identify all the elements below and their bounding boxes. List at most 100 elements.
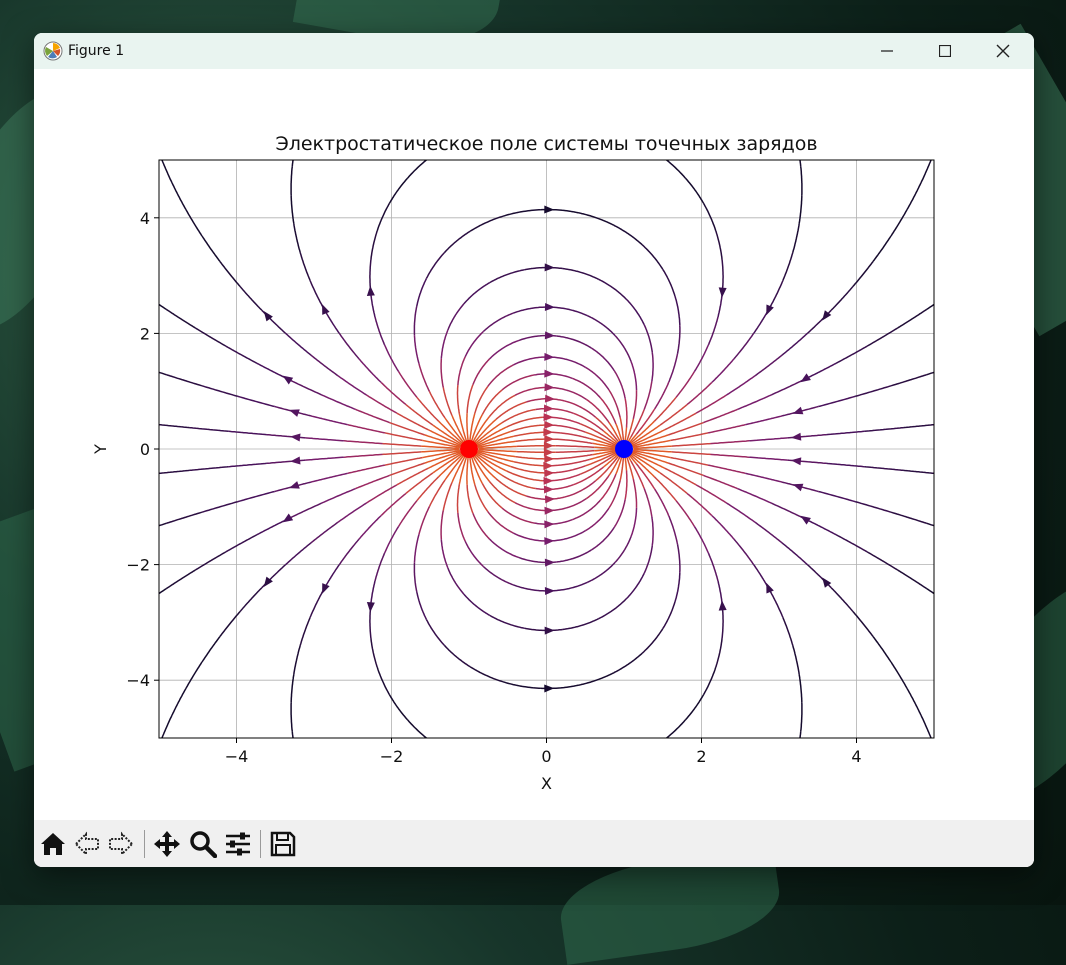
back-button[interactable] (71, 828, 103, 860)
figure-canvas[interactable]: Электростатическое поле системы точечных… (34, 69, 1034, 820)
streamline-segment (413, 562, 418, 592)
streamline-segment (418, 363, 431, 392)
pan-button[interactable] (151, 828, 183, 860)
streamline-segment (422, 439, 461, 449)
streamline-segment (578, 212, 615, 226)
streamline-segment (471, 416, 490, 443)
streamline-segment (237, 395, 275, 408)
streamline-segment (686, 381, 713, 406)
streamline-segment (906, 182, 922, 211)
streamline-segment (864, 465, 904, 472)
streamline-segment (428, 429, 462, 447)
stream-arrow (792, 483, 804, 492)
streamline-segment (551, 386, 587, 401)
streamline-segment (798, 673, 803, 703)
streamline-segment (608, 453, 622, 476)
streamline-segment (432, 742, 453, 756)
streamline-segment (654, 381, 670, 410)
streamline-segment (562, 267, 599, 280)
streamline-segment (451, 415, 467, 443)
streamline-segment (633, 448, 672, 453)
streamline-segment (424, 434, 461, 448)
streamline-segment (585, 431, 619, 447)
home-icon (41, 833, 65, 855)
streamline-segment (135, 474, 152, 476)
streamline-segment (396, 467, 429, 486)
streamline-segment (469, 666, 504, 683)
streamline-segment (474, 422, 503, 445)
streamline-segment (389, 421, 426, 436)
streamline-segment (512, 532, 550, 542)
streamline-segment (632, 439, 671, 449)
streamline-segment (495, 478, 527, 497)
title-bar[interactable]: Figure 1 (34, 33, 1034, 69)
stream-arrow (282, 513, 294, 523)
streamline-segment (421, 448, 460, 453)
positive-charge-marker (460, 440, 478, 458)
streamline-segment (534, 373, 573, 380)
streamline-segment (665, 719, 686, 738)
streamline-segment (792, 645, 800, 675)
streamline-segment (592, 442, 618, 449)
streamline-segment (293, 645, 301, 675)
streamline-segment (376, 203, 390, 232)
stream-arrow (544, 420, 555, 429)
streamline-segment (556, 335, 592, 349)
streamline-segment (451, 455, 467, 483)
streamline-segment (398, 500, 418, 527)
stream-arrow (544, 302, 555, 311)
close-button[interactable] (974, 33, 1032, 69)
streamline-segment (624, 398, 628, 428)
y-tick-label: 4 (140, 209, 150, 228)
streamline-segment (389, 462, 426, 477)
streamline-segment (343, 440, 383, 445)
streamline-segment (866, 327, 898, 347)
streamline-segment (475, 452, 508, 472)
streamline-segment (619, 417, 625, 445)
streamline-segment (608, 480, 621, 509)
streamline-segment (201, 500, 239, 513)
streamline-segment (548, 424, 586, 433)
streamline-segment (653, 476, 677, 502)
streamline-segment (355, 408, 390, 424)
save-button[interactable] (267, 828, 299, 860)
streamline-segment (501, 474, 536, 490)
zoom-button[interactable] (187, 828, 219, 860)
streamline-segment (466, 413, 470, 443)
maximize-button[interactable] (916, 33, 974, 69)
streamline-segment (380, 381, 407, 406)
forward-button[interactable] (105, 828, 137, 860)
streamline-segment (159, 371, 167, 376)
streamline-segment (674, 296, 681, 326)
streamline-segment (671, 451, 711, 456)
streamline-segment (374, 552, 386, 582)
streamline-segment (872, 235, 892, 263)
streamline-segment (585, 507, 610, 532)
streamline-segment (512, 306, 551, 314)
streamline-segment (225, 534, 258, 553)
streamline-segment (442, 482, 453, 511)
home-button[interactable] (37, 828, 69, 860)
streamline-segment (159, 522, 167, 527)
streamline-segment (476, 430, 512, 447)
streamline-segment (478, 445, 517, 450)
streamline-segment (630, 424, 661, 446)
streamline-segment (534, 518, 573, 525)
streamline-segment (835, 534, 868, 553)
minimize-button[interactable] (858, 33, 916, 69)
streamline-segment (781, 542, 809, 566)
streamline-segment (535, 483, 574, 491)
streamline-segment (477, 435, 515, 448)
streamline-segment (489, 614, 525, 629)
streamline-segment (684, 694, 705, 721)
streamline-segment (674, 572, 681, 602)
streamline-segment (571, 499, 601, 521)
streamline-segment (432, 452, 463, 474)
streamline-segment (468, 455, 476, 485)
streamline-segment (447, 303, 465, 331)
streamline-segment (630, 409, 645, 438)
configure-subplots-button[interactable] (222, 828, 254, 860)
streamline-segment (219, 261, 241, 287)
streamline-segment (506, 416, 543, 428)
streamline-segment (495, 401, 527, 420)
